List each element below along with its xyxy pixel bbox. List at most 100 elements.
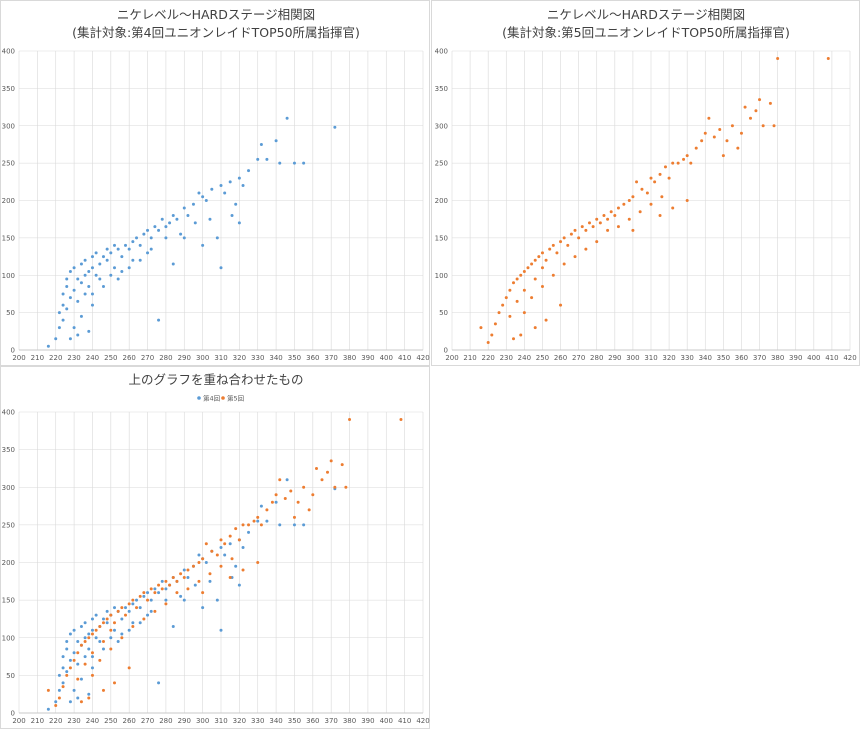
data-point: [101, 621, 105, 625]
data-point: [98, 658, 102, 662]
x-tick-label: 390: [789, 354, 802, 362]
data-point: [186, 576, 190, 580]
data-point: [197, 561, 201, 564]
data-point: [46, 344, 50, 348]
data-point: [606, 217, 610, 221]
x-tick-label: 370: [753, 354, 766, 362]
data-point: [186, 568, 190, 572]
data-point: [87, 329, 91, 333]
data-point: [640, 187, 644, 191]
chart-title-line1: ニケレベル～HARDステージ相関図: [117, 7, 315, 22]
y-tick-label: 50: [439, 309, 448, 317]
x-tick-label: 280: [590, 354, 603, 362]
data-point: [329, 459, 333, 463]
data-point: [61, 681, 65, 685]
data-point: [68, 658, 72, 662]
x-tick-label: 360: [735, 354, 748, 362]
data-point: [602, 213, 606, 217]
data-point: [228, 534, 232, 538]
data-point: [230, 557, 234, 561]
data-point: [718, 127, 722, 131]
data-point: [83, 273, 87, 277]
data-point: [201, 591, 205, 595]
x-tick-label: 300: [196, 354, 209, 362]
data-point: [562, 236, 566, 240]
data-point: [116, 277, 120, 281]
x-tick-label: 300: [196, 717, 209, 725]
data-point: [707, 116, 711, 120]
x-tick-label: 390: [361, 717, 374, 725]
data-point: [241, 523, 245, 527]
x-tick-label: 250: [536, 354, 549, 362]
data-point: [237, 221, 241, 225]
data-point: [270, 500, 274, 504]
data-point: [515, 277, 519, 281]
data-point: [65, 284, 69, 288]
y-tick-label: 400: [2, 48, 15, 56]
data-point: [193, 583, 197, 587]
data-point: [228, 576, 232, 580]
data-point: [112, 621, 116, 625]
data-point: [83, 636, 87, 640]
data-point: [127, 266, 131, 270]
data-point: [234, 202, 238, 206]
data-point: [577, 236, 581, 240]
x-tick-label: 270: [141, 354, 154, 362]
data-point: [87, 692, 91, 696]
series-round4: [46, 116, 337, 348]
data-point: [508, 314, 512, 318]
data-point: [580, 225, 584, 229]
data-point: [685, 199, 689, 202]
data-point: [90, 303, 94, 307]
data-point: [247, 523, 251, 527]
data-point: [204, 542, 208, 546]
data-point: [94, 251, 98, 255]
x-tick-label: 420: [843, 354, 856, 362]
data-point: [168, 221, 172, 225]
data-point: [228, 180, 232, 184]
data-point: [112, 628, 116, 632]
data-point: [61, 685, 65, 689]
chart-panel-overlay: 上のグラフを重ね合わせたもの 第4回 第5回 200 210 220 230 240 25…: [0, 366, 430, 729]
data-point: [201, 195, 205, 199]
data-point: [739, 131, 743, 135]
data-point: [54, 700, 58, 704]
data-point: [101, 647, 105, 651]
x-tick-label: 280: [159, 717, 172, 725]
data-point: [530, 296, 534, 300]
data-point: [65, 673, 69, 677]
data-point: [772, 124, 776, 128]
data-point: [160, 579, 164, 583]
data-point: [703, 131, 707, 135]
data-point: [90, 266, 94, 270]
data-point: [237, 538, 241, 542]
data-point: [79, 700, 83, 704]
data-point: [256, 561, 260, 564]
data-point: [61, 655, 65, 659]
data-point: [131, 598, 135, 602]
data-point: [265, 157, 269, 161]
x-tick-label: 420: [416, 354, 429, 362]
data-point: [609, 210, 613, 214]
data-point: [83, 292, 87, 296]
data-point: [68, 700, 72, 704]
data-point: [223, 542, 227, 546]
data-point: [256, 157, 260, 161]
data-point: [265, 519, 269, 523]
data-point: [153, 609, 157, 613]
data-point: [219, 545, 223, 549]
data-point: [252, 519, 256, 523]
data-point: [562, 262, 566, 266]
data-point: [754, 109, 758, 113]
data-point: [135, 606, 139, 610]
data-point: [274, 139, 278, 143]
x-tick-label: 370: [324, 354, 337, 362]
data-point: [201, 557, 205, 561]
data-point: [627, 217, 631, 221]
data-point: [171, 624, 175, 628]
x-tick-label: 410: [398, 717, 411, 725]
plot-area: 200 210 220 230 240 250 260 270 280 290 300 310 320 3…: [2, 48, 430, 363]
x-tick-label: 330: [251, 717, 264, 725]
data-point: [182, 598, 186, 602]
x-tick-label: 390: [361, 354, 374, 362]
